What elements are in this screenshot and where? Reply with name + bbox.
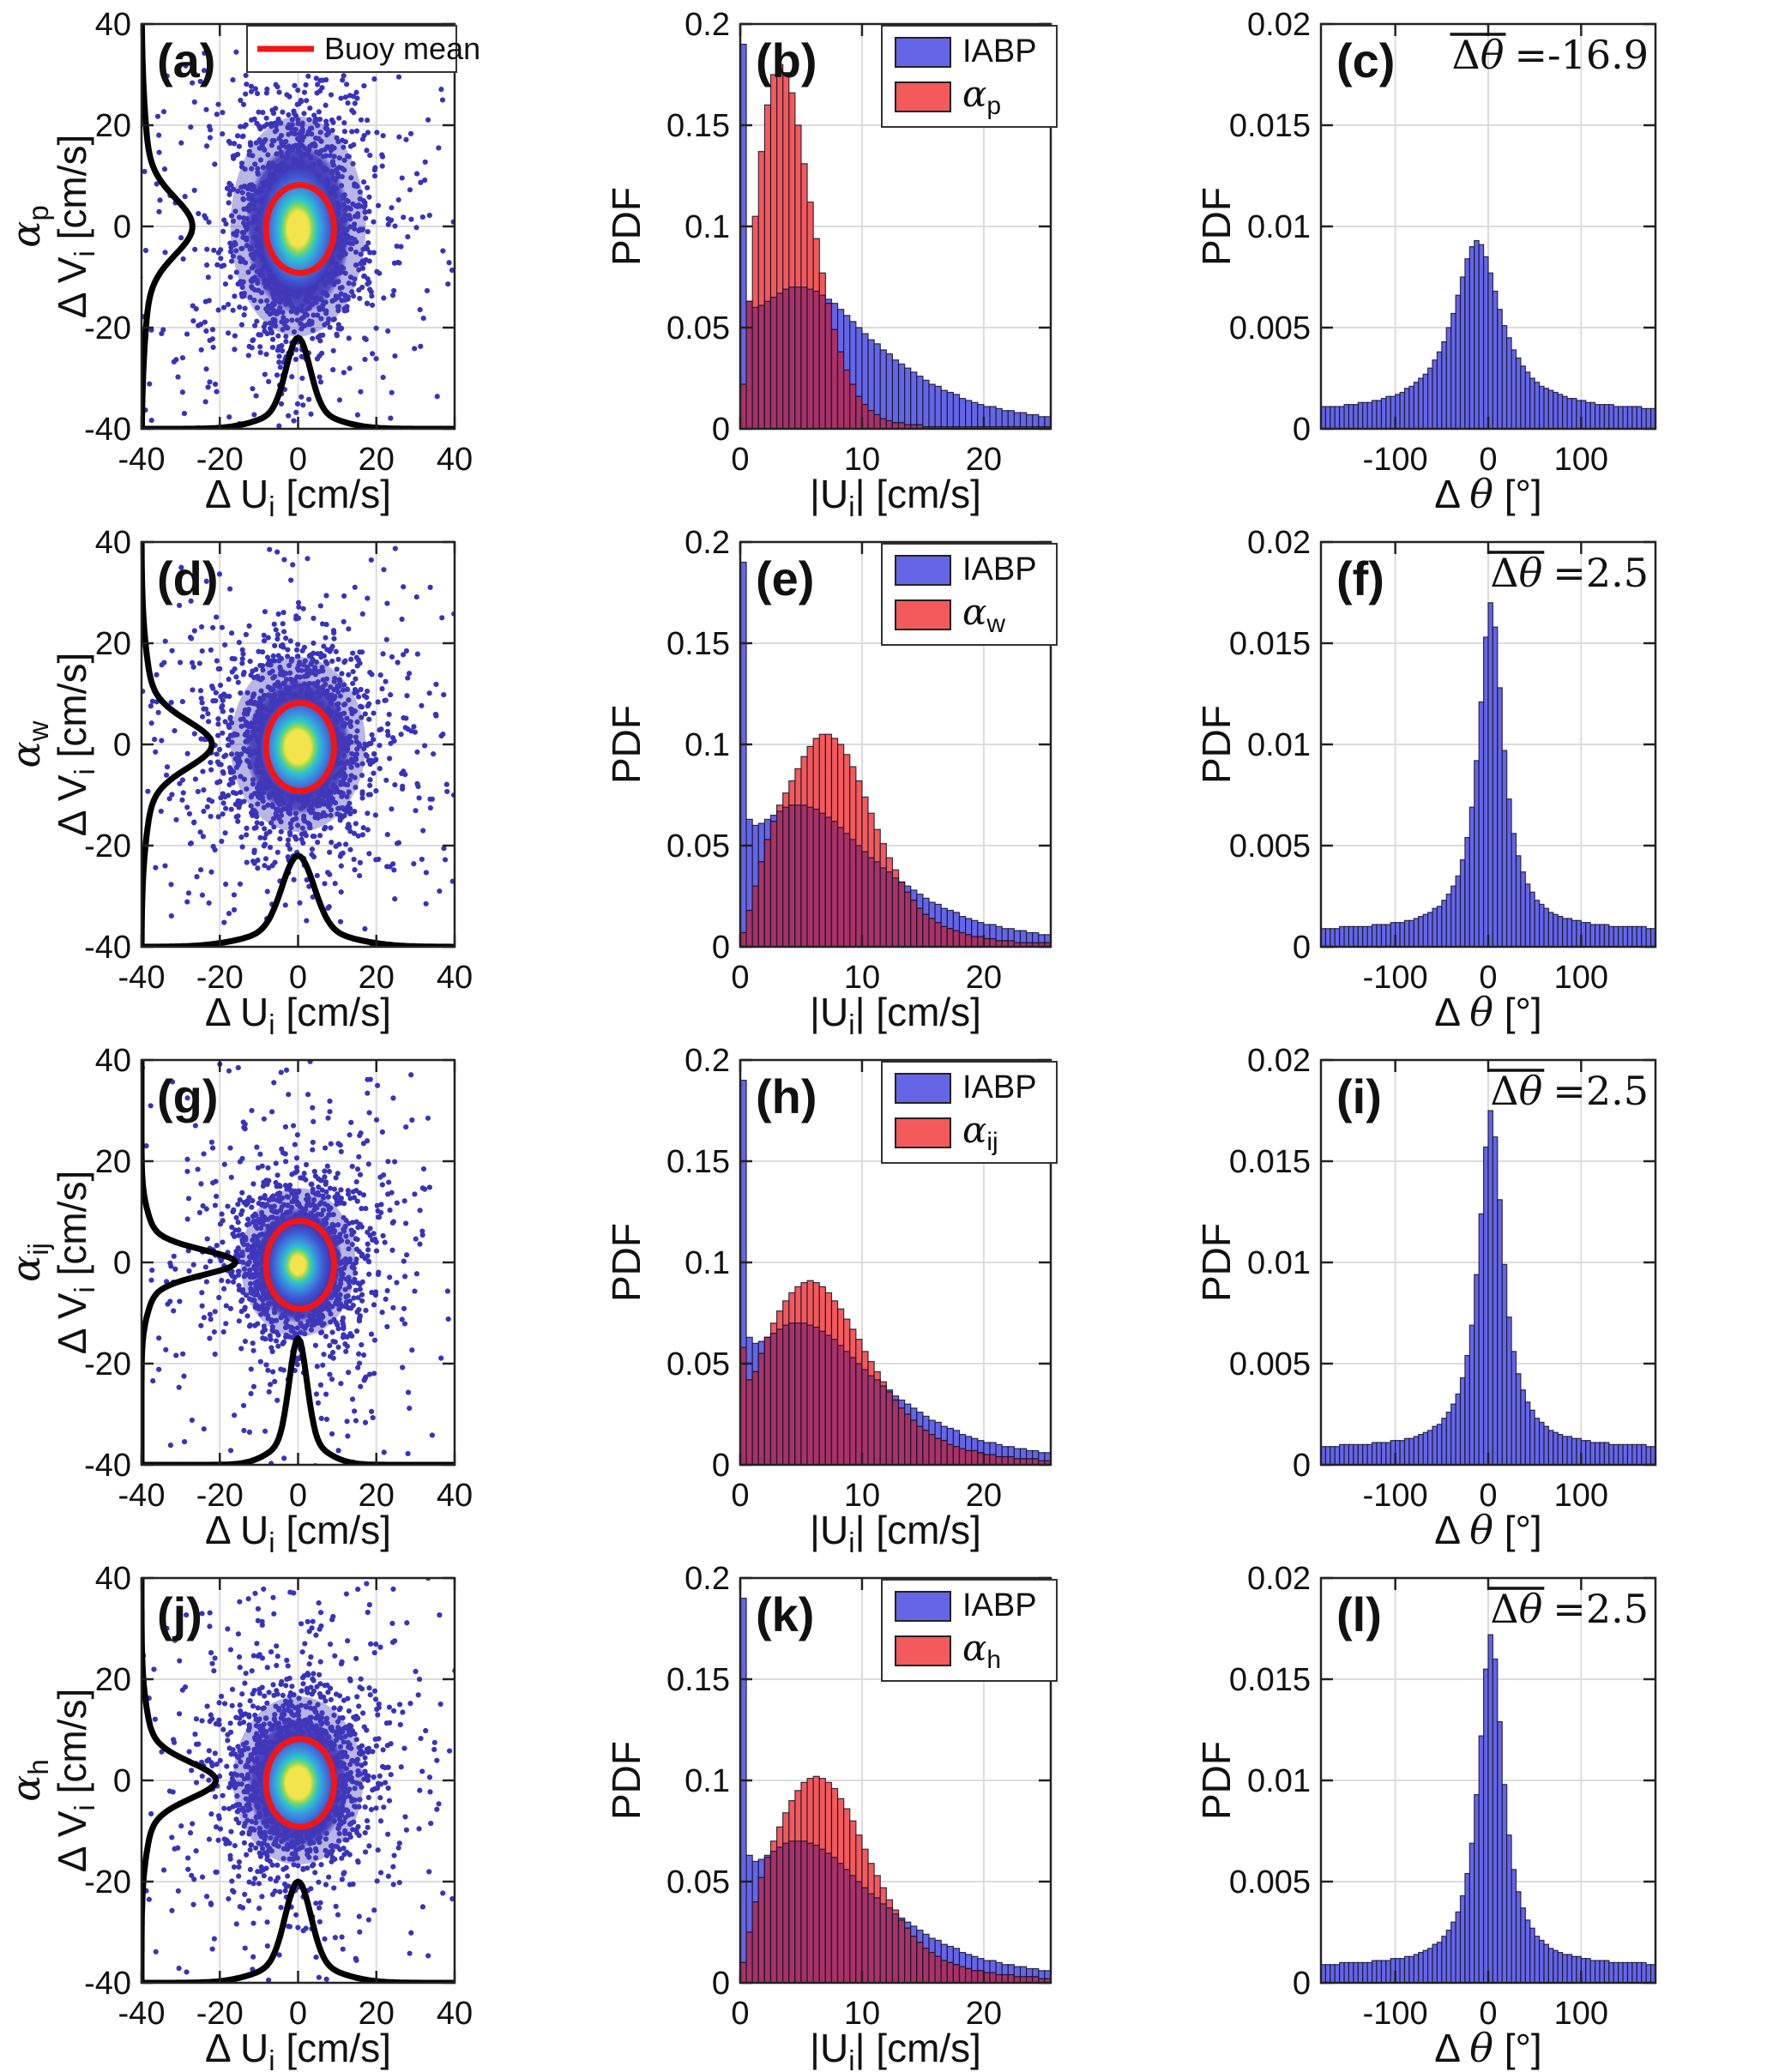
svg-text:(c): (c) (1336, 33, 1395, 87)
svg-text:0.015: 0.015 (1229, 108, 1311, 144)
svg-text:40: 40 (437, 960, 473, 996)
svg-text:-40: -40 (84, 930, 131, 966)
svg-text:0: 0 (1293, 412, 1311, 448)
svg-text:0.01: 0.01 (1247, 209, 1311, 245)
svg-text:Δθ: Δθ (1490, 550, 1542, 596)
svg-text:PDF: PDF (604, 187, 648, 266)
svg-text:-40: -40 (84, 412, 131, 448)
svg-text:0: 0 (712, 412, 730, 448)
svg-text:PDF: PDF (604, 705, 648, 784)
svg-text:=-16.9: =-16.9 (1514, 32, 1649, 78)
svg-text:0.02: 0.02 (1247, 7, 1311, 43)
svg-text:IABP: IABP (962, 33, 1037, 69)
svg-text:0.015: 0.015 (1229, 626, 1311, 662)
svg-text:|Ui| [cm/s]: |Ui| [cm/s] (810, 472, 981, 518)
svg-text:|Ui| [cm/s]: |Ui| [cm/s] (810, 990, 981, 1036)
svg-text:100: 100 (1554, 442, 1608, 478)
svg-text:0.005: 0.005 (1229, 828, 1311, 864)
svg-text:(b): (b) (756, 33, 817, 87)
svg-text:40: 40 (437, 442, 473, 478)
svg-text:0: 0 (113, 727, 131, 763)
svg-text:Δ Vi [cm/s]: Δ Vi [cm/s] (50, 653, 100, 836)
svg-text:(a): (a) (157, 33, 215, 87)
svg-text:0: 0 (1293, 930, 1311, 966)
svg-text:=2.5: =2.5 (1553, 550, 1649, 596)
svg-text:0.05: 0.05 (666, 828, 730, 864)
svg-text:Δ Ui [cm/s]: Δ Ui [cm/s] (205, 990, 391, 1036)
svg-text:(d): (d) (157, 551, 219, 605)
svg-text:0.15: 0.15 (666, 108, 730, 144)
svg-text:Δ Vi [cm/s]: Δ Vi [cm/s] (50, 135, 100, 318)
svg-text:0.1: 0.1 (684, 209, 730, 245)
svg-text:(e): (e) (756, 551, 814, 605)
svg-text:0.005: 0.005 (1229, 310, 1311, 346)
svg-text:PDF: PDF (1201, 705, 1239, 784)
svg-text:Δ θ [°]: Δ θ [°] (1434, 471, 1541, 517)
svg-text:40: 40 (95, 7, 131, 43)
svg-text:0.05: 0.05 (666, 310, 730, 346)
svg-text:0.1: 0.1 (684, 727, 730, 763)
svg-text:20: 20 (95, 626, 131, 662)
svg-text:0.01: 0.01 (1247, 727, 1311, 763)
svg-text:0: 0 (712, 930, 730, 966)
svg-text:PDF: PDF (1201, 187, 1239, 266)
svg-text:0: 0 (731, 442, 749, 478)
svg-text:Buoy mean: Buoy mean (324, 31, 480, 66)
svg-text:(f): (f) (1336, 551, 1384, 605)
svg-text:IABP: IABP (962, 551, 1037, 587)
svg-text:-100: -100 (1363, 960, 1428, 996)
svg-text:100: 100 (1554, 960, 1608, 996)
svg-text:αp: αp (3, 205, 54, 247)
svg-text:0.2: 0.2 (684, 525, 730, 561)
svg-text:αw: αw (3, 720, 54, 768)
svg-text:Δθ: Δθ (1452, 32, 1505, 78)
svg-text:0.2: 0.2 (684, 7, 730, 43)
svg-text:40: 40 (95, 525, 131, 561)
svg-text:20: 20 (95, 108, 131, 144)
svg-text:0.02: 0.02 (1247, 525, 1311, 561)
svg-text:0.15: 0.15 (666, 626, 730, 662)
svg-text:Δ θ [°]: Δ θ [°] (1434, 989, 1541, 1035)
svg-text:Δ Ui [cm/s]: Δ Ui [cm/s] (205, 472, 391, 518)
svg-text:0: 0 (731, 960, 749, 996)
svg-text:0: 0 (113, 209, 131, 245)
svg-text:-100: -100 (1363, 442, 1428, 478)
